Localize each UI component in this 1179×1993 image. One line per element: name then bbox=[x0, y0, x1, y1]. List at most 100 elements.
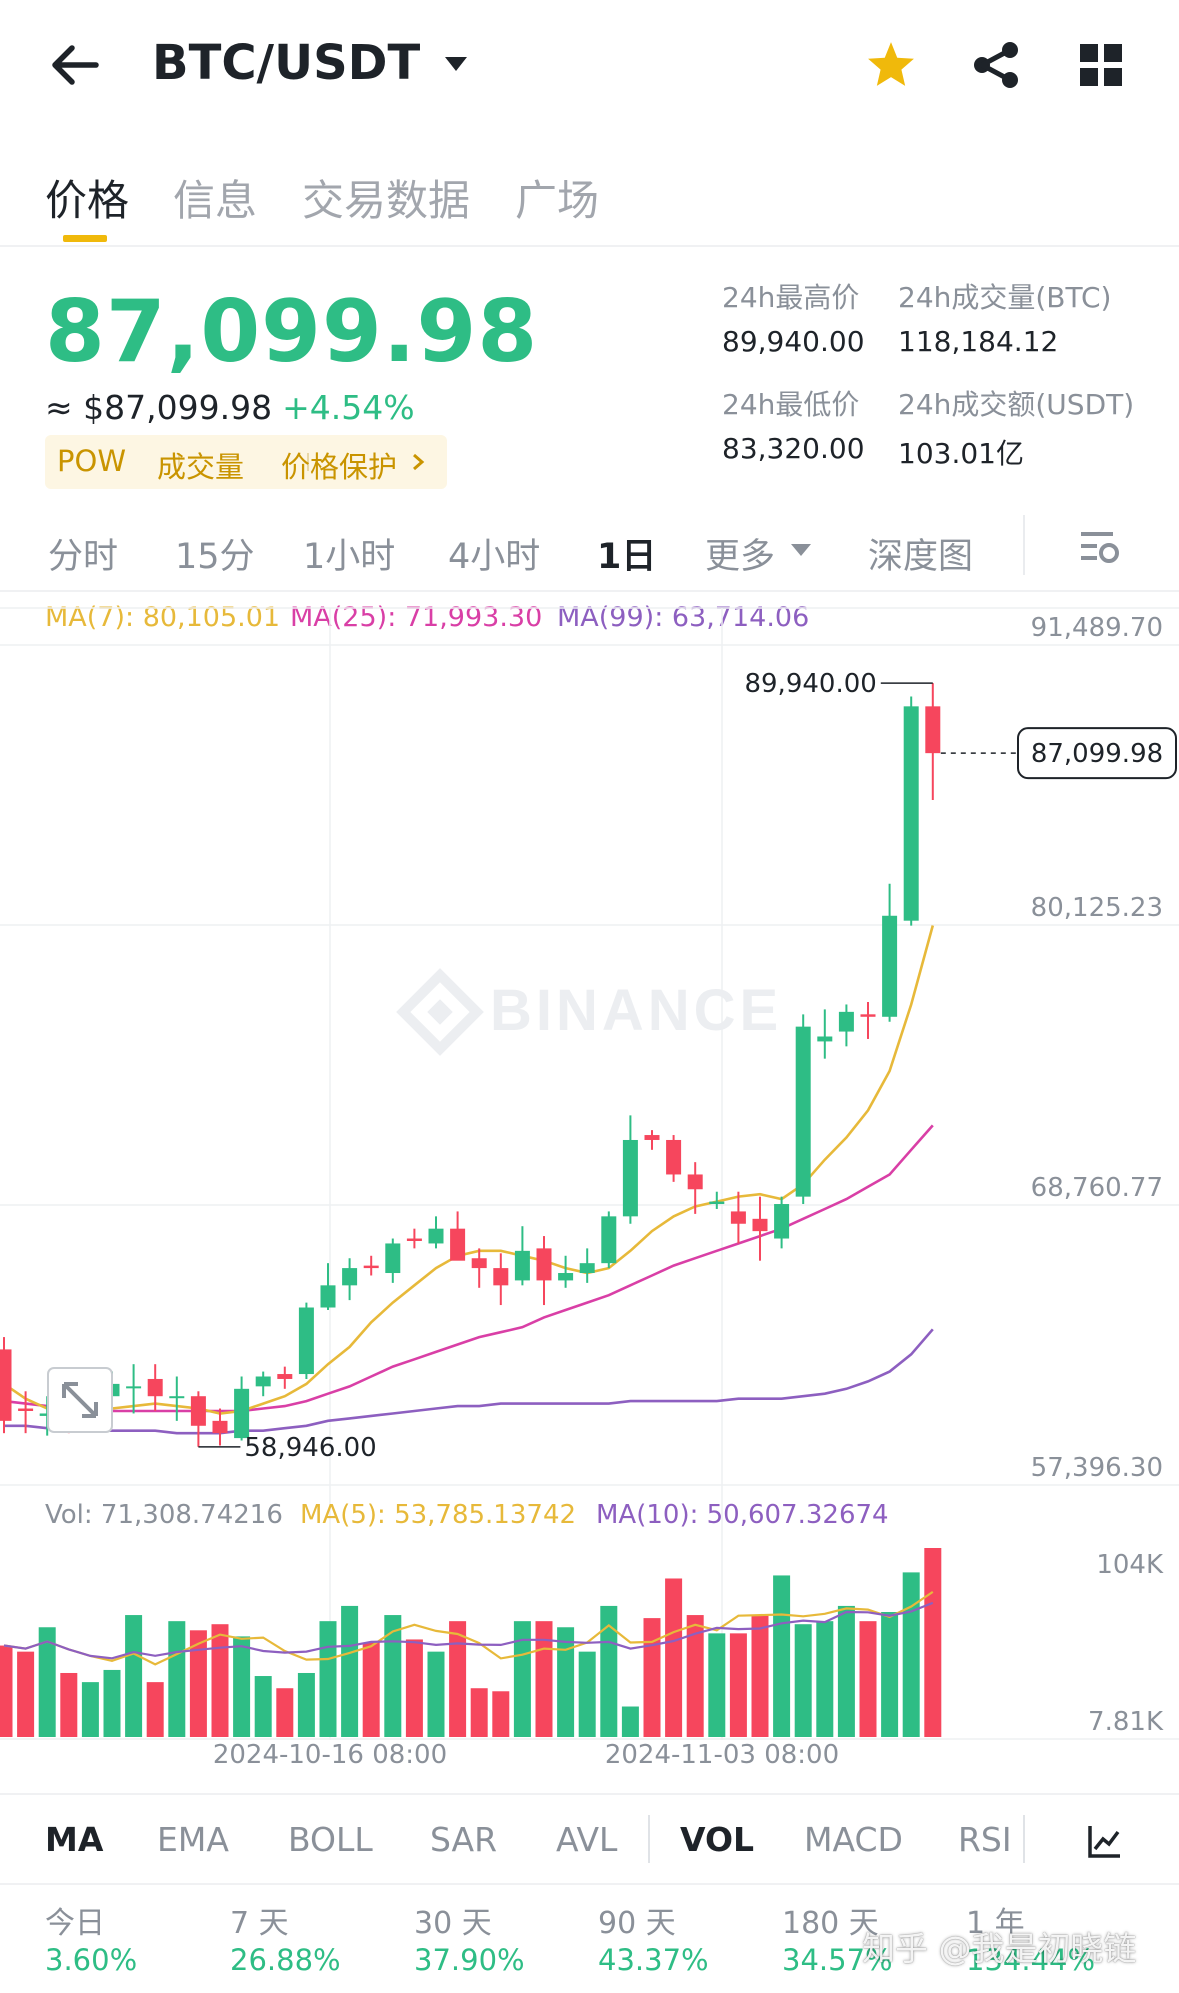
candle-body bbox=[730, 1211, 746, 1224]
volume-bar bbox=[60, 1672, 78, 1737]
tag-volume[interactable]: 成交量 bbox=[157, 450, 245, 484]
share-icon[interactable] bbox=[972, 40, 1020, 90]
stat-low-value: 83,320.00 bbox=[722, 432, 865, 465]
candle-body bbox=[795, 1026, 811, 1197]
volume-bar bbox=[621, 1706, 639, 1737]
chart-gridlines bbox=[0, 607, 1179, 1740]
current-price-label: 87,099.98 bbox=[1031, 739, 1163, 769]
candle bbox=[925, 683, 941, 800]
candles bbox=[0, 683, 941, 1447]
divider bbox=[0, 590, 1179, 592]
perf-label-1y: 1 年 bbox=[966, 1906, 1025, 1941]
chart-settings-icon[interactable] bbox=[1079, 528, 1121, 568]
fullscreen-toggle-icon[interactable] bbox=[47, 1367, 113, 1433]
candle-body bbox=[601, 1216, 617, 1264]
candle bbox=[18, 1391, 34, 1434]
candle bbox=[255, 1371, 271, 1397]
stat-high-label: 24h最高价 bbox=[722, 281, 860, 314]
indicator-boll[interactable]: BOLL bbox=[288, 1820, 373, 1859]
candle-body bbox=[514, 1250, 530, 1281]
candle-body bbox=[277, 1374, 293, 1379]
stat-low-label: 24h最低价 bbox=[722, 388, 860, 421]
indicator-rsi[interactable]: RSI bbox=[958, 1820, 1012, 1859]
indicator-ema[interactable]: EMA bbox=[157, 1820, 229, 1859]
candle-body bbox=[774, 1204, 790, 1239]
indicator-avl[interactable]: AVL bbox=[556, 1820, 618, 1859]
tag-divider bbox=[178, 453, 180, 471]
pair-title[interactable]: BTC/USDT bbox=[152, 35, 421, 91]
usd-price: ≈ $87,099.98 bbox=[45, 388, 273, 427]
candle bbox=[709, 1191, 725, 1209]
timeframe-1h[interactable]: 1小时 bbox=[303, 537, 396, 577]
indicator-vol[interactable]: VOL bbox=[680, 1820, 755, 1859]
candle-body bbox=[687, 1174, 703, 1190]
candle-body bbox=[18, 1408, 34, 1411]
tag-price-protection[interactable]: 价格保护 bbox=[281, 450, 398, 484]
tag-box[interactable]: POW 成交量 价格保护 bbox=[45, 435, 447, 489]
perf-value-30d: 37.90% bbox=[414, 1943, 525, 1977]
candle bbox=[0, 1337, 12, 1434]
timeframe-1d[interactable]: 1日 bbox=[597, 537, 657, 577]
timeframe-15m[interactable]: 15分 bbox=[175, 537, 255, 577]
date-label: 2024-10-16 08:00 bbox=[213, 1740, 447, 1770]
indicator-sar[interactable]: SAR bbox=[430, 1820, 498, 1859]
candle bbox=[601, 1211, 617, 1269]
volume-bar bbox=[665, 1578, 683, 1737]
high-marker-label: 89,940.00 bbox=[744, 669, 876, 699]
volume-bar bbox=[686, 1615, 704, 1737]
ma99-line bbox=[4, 1328, 934, 1435]
volume-bar bbox=[38, 1627, 56, 1737]
candle-body bbox=[838, 1011, 854, 1032]
tab-price[interactable]: 价格 bbox=[45, 176, 130, 225]
tab-square[interactable]: 广场 bbox=[515, 176, 600, 225]
perf-value-7d: 26.88% bbox=[230, 1943, 341, 1977]
perf-value-180d: 34.57% bbox=[782, 1943, 893, 1977]
timeframe-divider bbox=[1023, 515, 1025, 575]
stat-high-value: 89,940.00 bbox=[722, 325, 865, 358]
volume-bar bbox=[233, 1636, 251, 1737]
volume-bar bbox=[319, 1621, 337, 1737]
tag-pow[interactable]: POW bbox=[57, 444, 126, 478]
candle bbox=[817, 1009, 833, 1059]
candle-body bbox=[126, 1386, 142, 1389]
star-icon[interactable] bbox=[866, 40, 916, 88]
stat-vol-btc-label: 24h成交量(BTC) bbox=[898, 281, 1112, 314]
candle-body bbox=[342, 1268, 358, 1286]
candlestick-chart[interactable]: BINANCE 89,940.00 58,946.00 87,099.98 2024… bbox=[0, 590, 1179, 1770]
timeframe-more[interactable]: 更多 bbox=[705, 537, 776, 577]
candle-body bbox=[190, 1396, 206, 1426]
price-tick-2: 80,125.23 bbox=[1030, 893, 1163, 923]
indicator-ma[interactable]: MA bbox=[45, 1820, 104, 1859]
candle bbox=[752, 1196, 768, 1261]
candle bbox=[320, 1263, 336, 1310]
tab-info[interactable]: 信息 bbox=[173, 176, 258, 225]
depth-chart-tab[interactable]: 深度图 bbox=[868, 537, 974, 577]
timeframe-line[interactable]: 分时 bbox=[48, 537, 119, 577]
candle bbox=[385, 1238, 401, 1283]
volume-ma10-line bbox=[3, 1601, 934, 1660]
candle-body bbox=[666, 1139, 682, 1175]
timeframe-4h[interactable]: 4小时 bbox=[448, 537, 541, 577]
dropdown-caret-icon[interactable] bbox=[443, 55, 469, 73]
volume-bar bbox=[600, 1605, 618, 1737]
stat-vol-usdt-value: 103.01亿 bbox=[898, 437, 1024, 470]
candle-body bbox=[558, 1273, 574, 1281]
ma25-line bbox=[3, 1124, 934, 1413]
indicator-settings-icon[interactable] bbox=[1087, 1823, 1123, 1859]
candle bbox=[126, 1364, 142, 1414]
price-markers: 89,940.00 58,946.00 87,099.98 bbox=[198, 669, 1177, 1463]
indicator-macd[interactable]: MACD bbox=[804, 1820, 903, 1859]
candle-body bbox=[903, 706, 919, 921]
price-tick-3: 68,760.77 bbox=[1030, 1173, 1163, 1203]
grid-icon[interactable] bbox=[1080, 44, 1122, 86]
more-caret-icon[interactable] bbox=[790, 542, 812, 558]
candle-body bbox=[147, 1378, 163, 1397]
candle-body bbox=[298, 1307, 314, 1375]
back-arrow-icon[interactable] bbox=[48, 42, 100, 88]
volume-bar bbox=[470, 1688, 488, 1737]
volume-bar bbox=[924, 1548, 942, 1737]
volume-bar bbox=[254, 1676, 272, 1737]
candle bbox=[450, 1211, 466, 1261]
tab-trading-data[interactable]: 交易数据 bbox=[302, 176, 471, 225]
volume-panel bbox=[0, 1548, 1179, 1740]
